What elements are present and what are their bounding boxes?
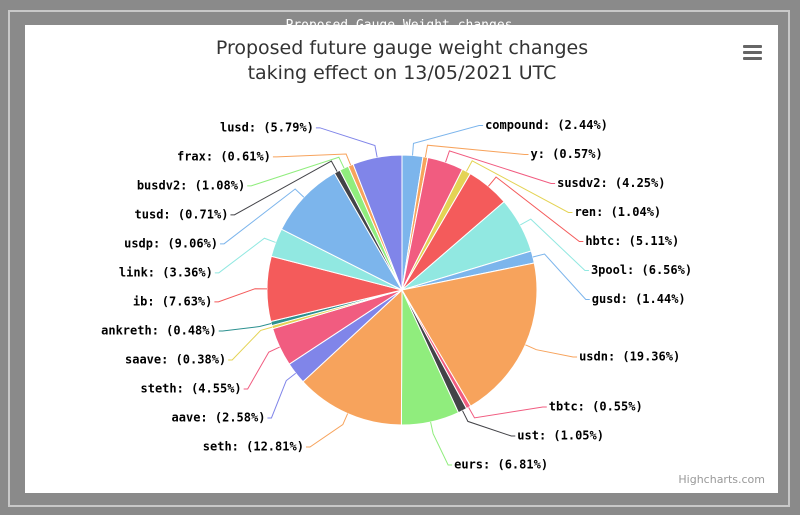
connector: [412, 125, 484, 156]
data-label: aave: (2.58%): [172, 410, 266, 424]
connector: [468, 406, 547, 419]
connector: [267, 372, 297, 419]
data-label: seth: (12.81%): [203, 439, 304, 453]
data-label: ankreth: (0.48%): [101, 323, 217, 337]
data-label: ren: (1.04%): [574, 205, 661, 219]
connector: [218, 323, 272, 332]
connector: [462, 410, 516, 437]
connector: [228, 326, 273, 361]
data-label: saave: (0.38%): [125, 352, 226, 366]
connector: [424, 144, 529, 158]
chart-title: Proposed future gauge weight changes: [216, 37, 588, 59]
connector: [525, 344, 578, 358]
connector: [445, 150, 556, 185]
data-label: lusd: (5.79%): [220, 120, 314, 134]
pie-slice: [280, 172, 404, 292]
connector: [430, 421, 453, 466]
connector: [532, 253, 590, 301]
connector: [214, 237, 276, 274]
data-label: 3pool: (6.56%): [591, 263, 692, 277]
data-label: y: (0.57%): [530, 147, 602, 161]
data-label: ib: (7.63%): [133, 294, 212, 308]
connector: [220, 188, 305, 245]
data-label: compound: (2.44%): [485, 118, 608, 132]
data-label: susdv2: (4.25%): [557, 176, 665, 190]
connector: [488, 176, 584, 243]
data-label: usdn: (19.36%): [579, 349, 680, 363]
menu-icon[interactable]: [743, 45, 762, 60]
connector: [230, 160, 338, 216]
data-label: ust: (1.05%): [517, 429, 604, 443]
chart: Proposed future gauge weight changes tak…: [25, 25, 778, 493]
data-label: gusd: (1.44%): [592, 292, 686, 306]
chart-title: taking effect on 13/05/2021 UTC: [248, 62, 557, 84]
data-label: eurs: (6.81%): [454, 458, 548, 472]
data-label: usdp: (9.06%): [124, 236, 218, 250]
connector: [247, 156, 345, 187]
pie-slice: [401, 262, 538, 407]
connector: [466, 160, 573, 214]
data-label: busdv2: (1.08%): [137, 178, 245, 192]
connector: [272, 153, 352, 166]
pie-slice: [352, 154, 403, 291]
data-label: frax: (0.61%): [177, 149, 271, 163]
data-label: hbtc: (5.11%): [585, 234, 679, 248]
data-label: link: (3.36%): [119, 265, 213, 279]
data-label: steth: (4.55%): [141, 381, 242, 395]
connector: [315, 127, 378, 158]
data-label: tusd: (0.71%): [135, 207, 229, 221]
connector: [243, 346, 280, 390]
credits: Highcharts.com: [678, 473, 765, 486]
connector: [214, 288, 268, 303]
data-label: tbtc: (0.55%): [549, 400, 643, 414]
connector: [520, 218, 589, 272]
connector: [305, 413, 349, 448]
